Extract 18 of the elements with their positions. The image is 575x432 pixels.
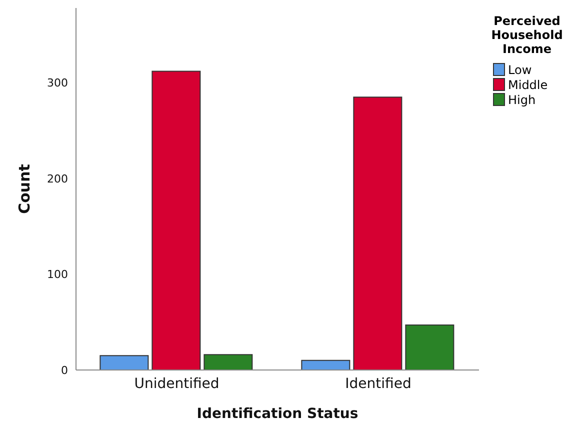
- bar: [301, 360, 350, 370]
- y-axis-title: Count: [15, 164, 34, 214]
- bar: [204, 354, 253, 370]
- y-tick-label: 100: [47, 268, 68, 282]
- y-tick-label: 200: [47, 172, 68, 186]
- x-tick-label: Identified: [345, 376, 412, 392]
- x-tick-label: Unidentified: [134, 376, 220, 392]
- x-axis-title: Identification Status: [196, 406, 358, 422]
- legend-label: High: [508, 92, 536, 106]
- bar: [353, 96, 402, 370]
- bar: [405, 324, 454, 370]
- bar: [152, 70, 201, 370]
- bar: [100, 355, 149, 370]
- y-tick-label: 300: [47, 76, 68, 90]
- legend-title: Perceived Household Income: [490, 14, 564, 56]
- legend-label: Middle: [508, 78, 548, 92]
- y-tick-label: 0: [61, 364, 68, 377]
- legend-label: Low: [508, 62, 532, 76]
